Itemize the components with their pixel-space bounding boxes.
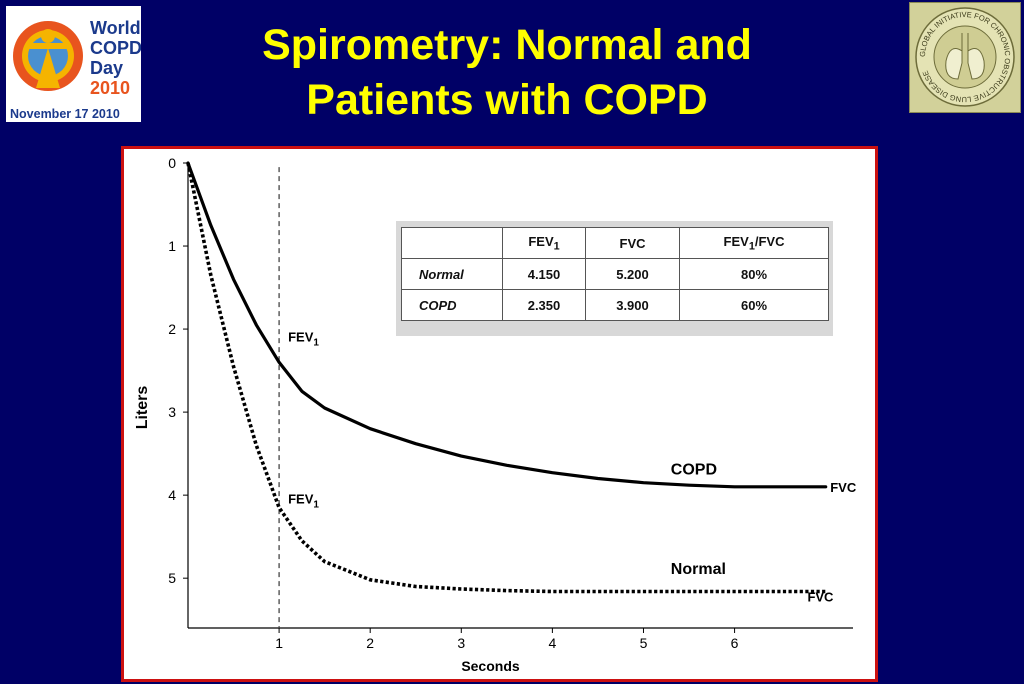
cell-fev1: 4.150 xyxy=(502,258,586,290)
page-title: Spirometry: Normal and Patients with COP… xyxy=(150,18,864,128)
gold-logo: GLOBAL INITIATIVE FOR CHRONIC OBSTRUCTIV… xyxy=(909,2,1021,113)
table-row: COPD 2.350 3.900 60% xyxy=(401,289,829,321)
y-tick-label: 2 xyxy=(168,321,176,337)
normal-fvc-label: FVC xyxy=(807,589,834,604)
y-tick-label: 0 xyxy=(168,155,176,171)
cell-fvc: 3.900 xyxy=(585,289,680,321)
cell-ratio: 60% xyxy=(679,289,829,321)
y-tick-label: 5 xyxy=(168,570,176,586)
logo-line-2: COPD xyxy=(90,38,141,58)
normal-curve-label: Normal xyxy=(671,561,726,578)
table-header-row: FEV1 FVC FEV1/FVC xyxy=(401,227,829,259)
x-tick-label: 6 xyxy=(731,635,739,651)
y-tick-label: 1 xyxy=(168,238,176,254)
x-tick-label: 2 xyxy=(366,635,374,651)
y-axis-label: Liters xyxy=(134,386,151,430)
x-tick-label: 5 xyxy=(640,635,648,651)
logo-line-1: World xyxy=(90,18,141,38)
y-tick-label: 4 xyxy=(168,487,176,503)
normal-fev1-label: FEV1 xyxy=(288,491,319,510)
y-tick-label: 3 xyxy=(168,404,176,420)
logo-line-3: Day xyxy=(90,58,123,78)
cell-fvc: 5.200 xyxy=(585,258,680,290)
title-line-1: Spirometry: Normal and xyxy=(262,21,752,69)
x-tick-label: 1 xyxy=(275,635,283,651)
cell-fev1: 2.350 xyxy=(502,289,586,321)
logo-date: November 17 2010 xyxy=(10,107,120,121)
title-line-2: Patients with COPD xyxy=(306,76,708,124)
copd-curve-label: COPD xyxy=(671,461,717,478)
x-tick-label: 4 xyxy=(548,635,556,651)
series-line-normal xyxy=(186,162,826,594)
table-row: Normal 4.150 5.200 80% xyxy=(401,258,829,290)
spirometry-table: FEV1 FVC FEV1/FVC Normal 4.150 5.200 80%… xyxy=(401,227,829,321)
world-copd-day-logo-icon: World COPD Day 2010 November 17 2010 xyxy=(10,18,142,121)
x-axis-label: Seconds xyxy=(461,658,520,674)
series-line-copd xyxy=(186,161,828,489)
chart-frame: 0 1 2 3 4 5 1 2 3 4 5 6 Seconds Liters FEV1 FEV1 COPD No… xyxy=(121,146,878,682)
row-label-normal: Normal xyxy=(401,258,503,290)
world-copd-day-logo: World COPD Day 2010 November 17 2010 xyxy=(6,6,142,122)
table-header-fev1: FEV1 xyxy=(502,227,586,259)
row-label-copd: COPD xyxy=(401,289,503,321)
logo-year: 2010 xyxy=(90,78,130,98)
table-header-empty xyxy=(401,227,503,259)
table-header-ratio: FEV1/FVC xyxy=(679,227,829,259)
table-header-fvc: FVC xyxy=(585,227,680,259)
cell-ratio: 80% xyxy=(679,258,829,290)
gold-lungs-seal-icon: GLOBAL INITIATIVE FOR CHRONIC OBSTRUCTIV… xyxy=(915,7,1015,107)
x-tick-label: 3 xyxy=(457,635,465,651)
copd-fvc-label: FVC xyxy=(830,480,857,495)
copd-fev1-label: FEV1 xyxy=(288,330,319,349)
